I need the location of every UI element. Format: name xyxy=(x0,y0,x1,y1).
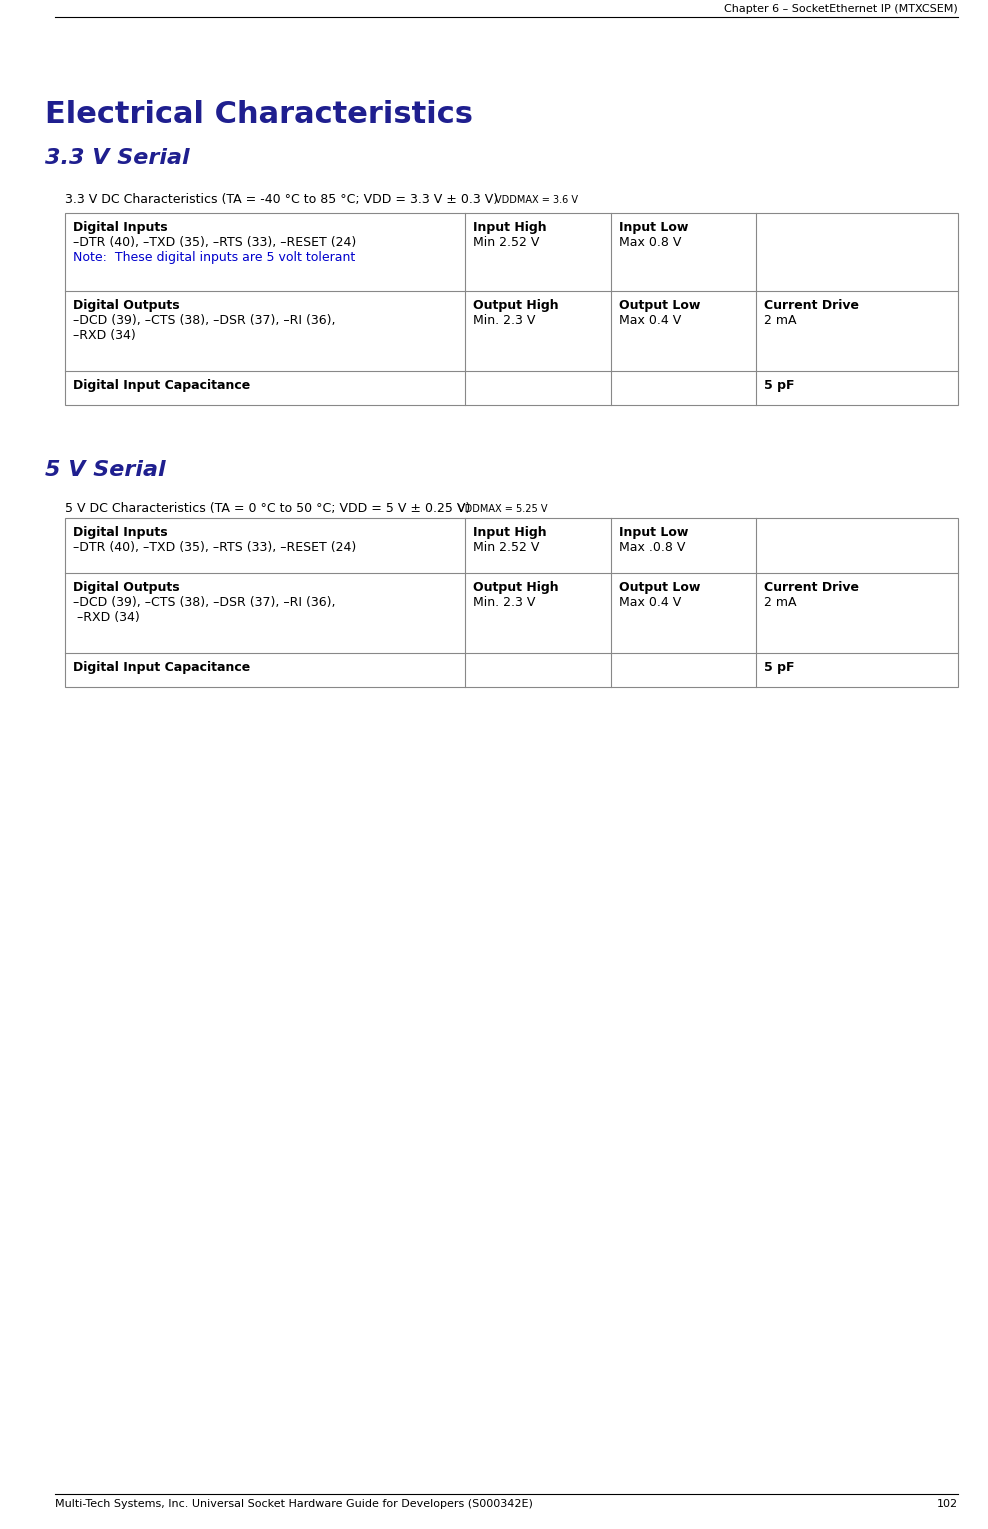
Text: Output Low: Output Low xyxy=(618,300,700,312)
Text: Note:  These digital inputs are 5 volt tolerant: Note: These digital inputs are 5 volt to… xyxy=(73,251,356,265)
Text: Max 0.4 V: Max 0.4 V xyxy=(618,596,681,609)
Text: –DTR (40), –TXD (35), –RTS (33), –RESET (24): –DTR (40), –TXD (35), –RTS (33), –RESET … xyxy=(73,235,357,249)
Text: Digital Outputs: Digital Outputs xyxy=(73,300,180,312)
Text: Max .0.8 V: Max .0.8 V xyxy=(618,541,685,553)
Text: –RXD (34): –RXD (34) xyxy=(73,329,135,342)
Text: Output High: Output High xyxy=(473,300,558,312)
Text: Digital Outputs: Digital Outputs xyxy=(73,581,180,593)
Text: 5 pF: 5 pF xyxy=(764,379,794,391)
Text: Input High: Input High xyxy=(473,222,546,234)
Text: –RXD (34): –RXD (34) xyxy=(73,612,139,624)
Text: Input Low: Input Low xyxy=(618,222,688,234)
Text: 3.3 V Serial: 3.3 V Serial xyxy=(45,148,190,168)
Text: –DTR (40), –TXD (35), –RTS (33), –RESET (24): –DTR (40), –TXD (35), –RTS (33), –RESET … xyxy=(73,541,357,553)
Text: VDDMAX = 3.6 V: VDDMAX = 3.6 V xyxy=(495,196,578,205)
Text: 5 V Serial: 5 V Serial xyxy=(45,460,166,480)
Text: Current Drive: Current Drive xyxy=(764,581,860,593)
Text: Multi-Tech Systems, Inc. Universal Socket Hardware Guide for Developers (S000342: Multi-Tech Systems, Inc. Universal Socke… xyxy=(55,1498,533,1509)
Text: Max 0.4 V: Max 0.4 V xyxy=(618,313,681,327)
Text: 3.3 V DC Characteristics (TA = -40 °C to 85 °C; VDD = 3.3 V ± 0.3 V): 3.3 V DC Characteristics (TA = -40 °C to… xyxy=(65,193,502,206)
Text: Electrical Characteristics: Electrical Characteristics xyxy=(45,99,473,128)
Text: Min 2.52 V: Min 2.52 V xyxy=(473,541,539,553)
Text: Input Low: Input Low xyxy=(618,526,688,540)
Text: 2 mA: 2 mA xyxy=(764,596,796,609)
Text: Output High: Output High xyxy=(473,581,558,593)
Text: Digital Input Capacitance: Digital Input Capacitance xyxy=(73,661,250,674)
Text: –DCD (39), –CTS (38), –DSR (37), –RI (36),: –DCD (39), –CTS (38), –DSR (37), –RI (36… xyxy=(73,596,336,609)
Text: Output Low: Output Low xyxy=(618,581,700,593)
Text: Min. 2.3 V: Min. 2.3 V xyxy=(473,313,535,327)
Text: Digital Input Capacitance: Digital Input Capacitance xyxy=(73,379,250,391)
Bar xyxy=(65,213,958,405)
Text: 2 mA: 2 mA xyxy=(764,313,796,327)
Text: Min. 2.3 V: Min. 2.3 V xyxy=(473,596,535,609)
Text: 102: 102 xyxy=(937,1498,958,1509)
Text: Min 2.52 V: Min 2.52 V xyxy=(473,235,539,249)
Text: Input High: Input High xyxy=(473,526,546,540)
Text: Digital Inputs: Digital Inputs xyxy=(73,222,168,234)
Text: Max 0.8 V: Max 0.8 V xyxy=(618,235,681,249)
Text: –DCD (39), –CTS (38), –DSR (37), –RI (36),: –DCD (39), –CTS (38), –DSR (37), –RI (36… xyxy=(73,313,336,327)
Text: 5 pF: 5 pF xyxy=(764,661,794,674)
Text: Current Drive: Current Drive xyxy=(764,300,860,312)
Text: Chapter 6 – SocketEthernet IP (MTXCSEM): Chapter 6 – SocketEthernet IP (MTXCSEM) xyxy=(724,5,958,14)
Text: 5 V DC Characteristics (TA = 0 °C to 50 °C; VDD = 5 V ± 0.25 V): 5 V DC Characteristics (TA = 0 °C to 50 … xyxy=(65,502,474,515)
Bar xyxy=(65,518,958,687)
Text: VDDMAX = 5.25 V: VDDMAX = 5.25 V xyxy=(458,505,547,514)
Text: Digital Inputs: Digital Inputs xyxy=(73,526,168,540)
